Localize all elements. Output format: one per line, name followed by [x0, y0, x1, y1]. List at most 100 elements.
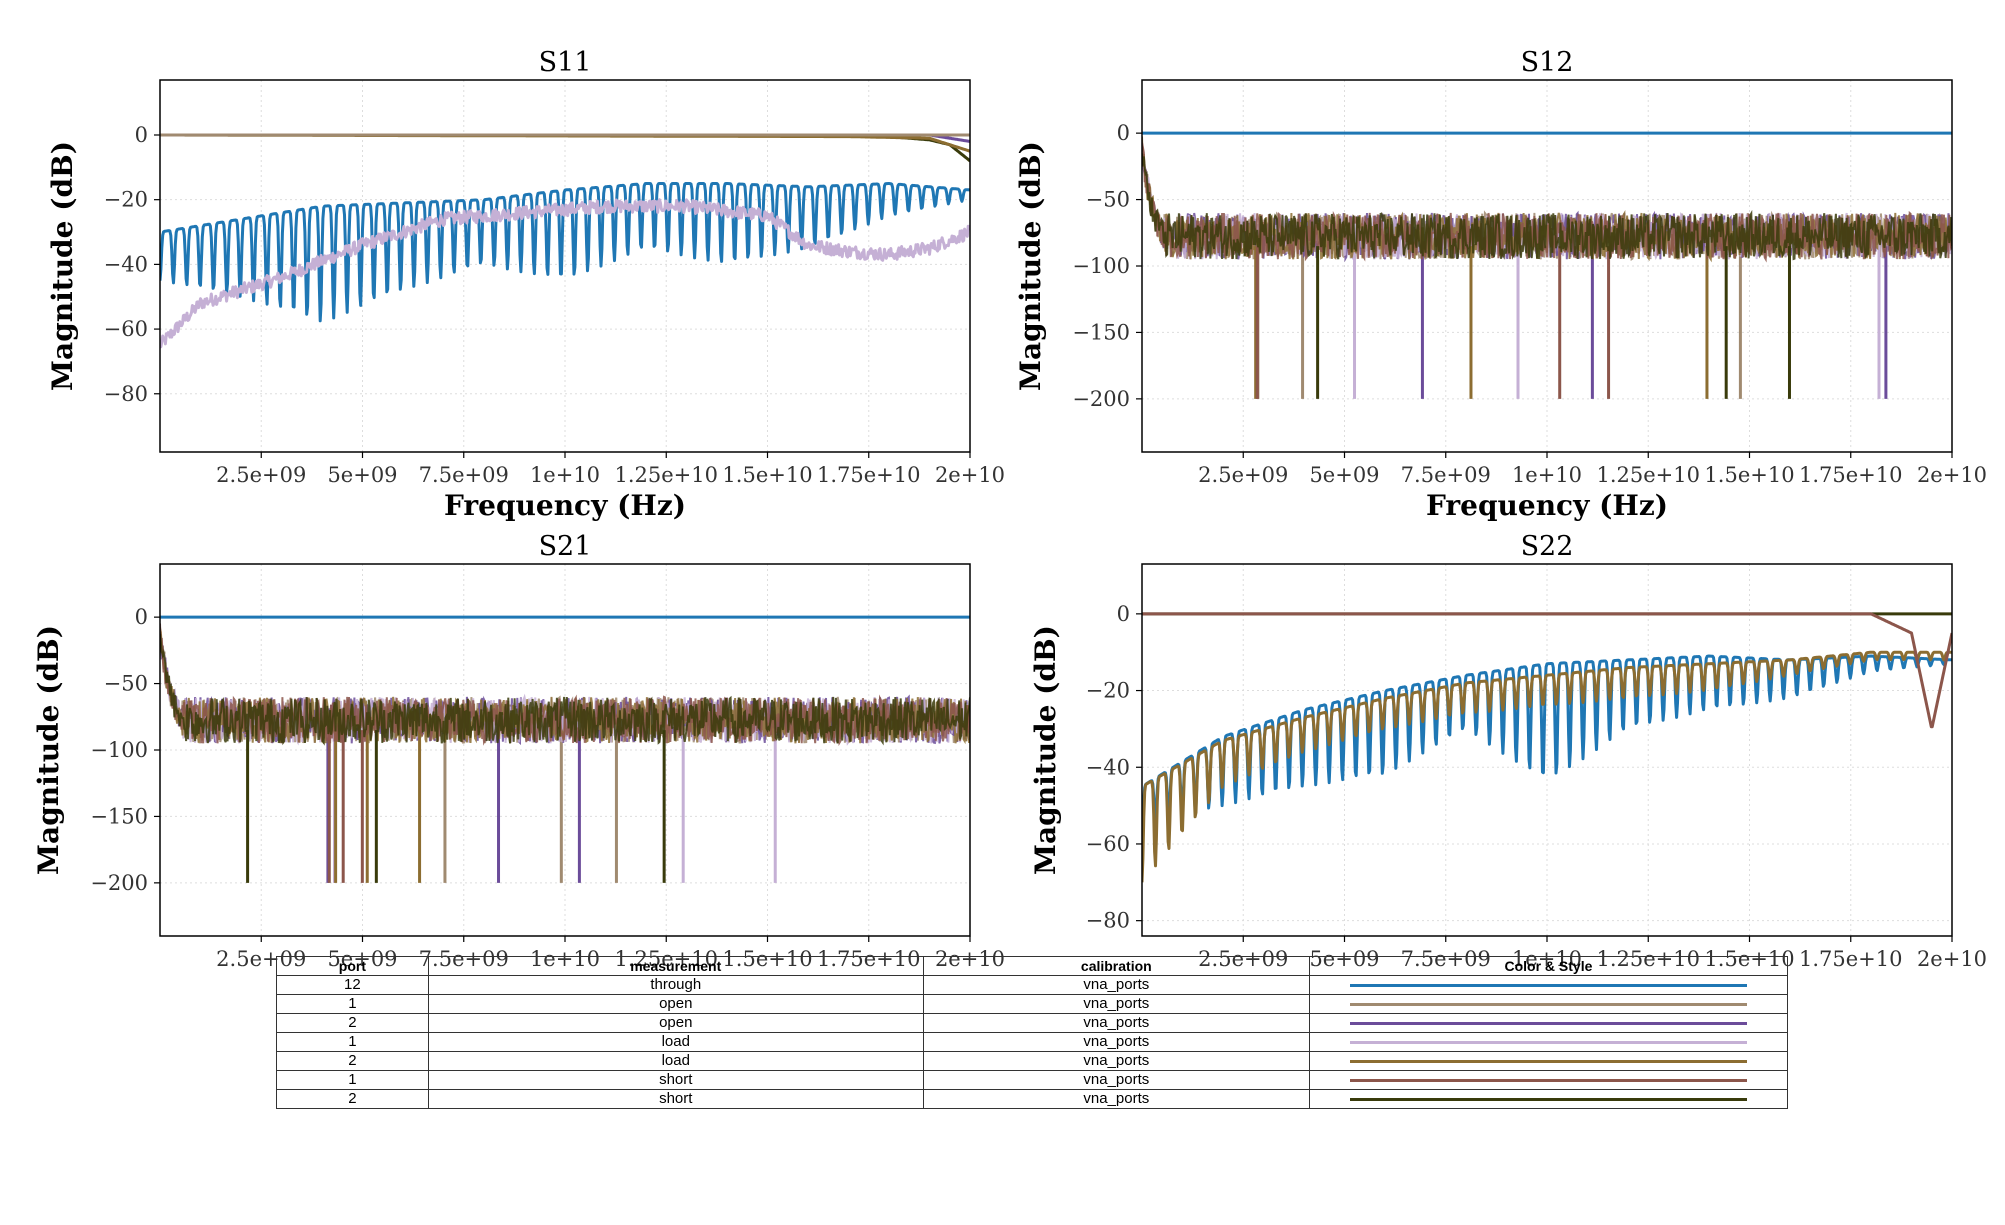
legend-table: port measurement calibration Color & Sty…	[276, 956, 1789, 1109]
calibration-cell: vna_ports	[922, 1032, 1310, 1052]
color-style-cell	[1308, 1089, 1789, 1109]
color-style-cell	[1308, 994, 1789, 1014]
x-tick-label: 1.75e+10	[1799, 947, 1903, 971]
subplot-s11: 2.5e+09 5e+09 7.5e+09 1e+10 1.25e+10 1.5e+10 1…	[46, 47, 1005, 522]
x-tick-label: 1.5e+10	[1704, 463, 1794, 487]
y-tick-label: −50	[104, 672, 148, 696]
calibration-cell: vna_ports	[922, 975, 1310, 995]
measurement-cell: open	[427, 994, 924, 1014]
legend-header-row: port measurement calibration Color & Sty…	[276, 956, 1789, 976]
table-row: 2 open vna_ports	[276, 1013, 1789, 1033]
subplot-title: S11	[539, 47, 592, 78]
table-row: 12 through vna_ports	[276, 975, 1789, 995]
y-tick-label: 0	[1117, 602, 1130, 626]
color-style-cell	[1308, 975, 1789, 995]
y-tick-label: −100	[1072, 254, 1130, 278]
subplot-s21: 2.5e+09 5e+09 7.5e+09 1e+10 1.25e+10 1.5e+10 1…	[32, 531, 1005, 971]
y-tick-label: −60	[104, 317, 148, 341]
data-layer	[160, 133, 970, 349]
x-tick-label: 5e+09	[1309, 463, 1379, 487]
subplot-title: S12	[1521, 47, 1574, 78]
measurement-cell: load	[427, 1051, 924, 1071]
x-tick-label: 1.25e+10	[614, 463, 718, 487]
calibration-cell: vna_ports	[922, 1051, 1310, 1071]
port-cell: 1	[276, 994, 429, 1014]
y-tick-label: 0	[135, 123, 148, 147]
y-tick-label: −50	[1086, 188, 1130, 212]
calibration-cell: vna_ports	[922, 1089, 1310, 1109]
y-tick-label: 0	[1117, 121, 1130, 145]
table-row: 2 short vna_ports	[276, 1089, 1789, 1109]
x-axis-label: Frequency (Hz)	[444, 489, 686, 522]
table-row: 1 short vna_ports	[276, 1070, 1789, 1090]
y-tick-label: −150	[1072, 320, 1130, 344]
x-tick-label: 1.75e+10	[1799, 463, 1903, 487]
y-tick-label: −40	[1086, 755, 1130, 779]
x-tick-label: 1e+10	[530, 463, 600, 487]
x-axis-label: Frequency (Hz)	[1426, 489, 1668, 522]
table-row: 1 open vna_ports	[276, 994, 1789, 1014]
series-line	[1142, 612, 1952, 729]
header-port: port	[276, 956, 429, 976]
subplot-title: S22	[1521, 531, 1574, 562]
y-axis-label: Magnitude (dB)	[46, 141, 79, 391]
series-line	[1142, 153, 1952, 261]
x-tick-label: 2e+10	[1917, 947, 1987, 971]
y-axis-label: Magnitude (dB)	[1014, 141, 1047, 391]
port-cell: 2	[276, 1013, 429, 1033]
subplot-s22: 2.5e+09 5e+09 7.5e+09 1e+10 1.25e+10 1.5e+10 1…	[1029, 531, 1987, 971]
y-tick-label: 0	[135, 605, 148, 629]
x-tick-label: 2.5e+09	[216, 463, 306, 487]
y-tick-label: −200	[1072, 387, 1130, 411]
calibration-cell: vna_ports	[922, 1013, 1310, 1033]
x-tick-label: 7.5e+09	[419, 463, 509, 487]
color-style-cell	[1308, 1032, 1789, 1052]
x-tick-label: 2e+10	[935, 463, 1005, 487]
data-layer	[1142, 612, 1952, 883]
port-cell: 1	[276, 1032, 429, 1052]
measurement-cell: short	[427, 1089, 924, 1109]
y-tick-label: −20	[1086, 679, 1130, 703]
x-tick-label: 2e+10	[1917, 463, 1987, 487]
header-measurement: measurement	[427, 956, 924, 976]
port-cell: 12	[276, 975, 429, 995]
series-line	[1142, 650, 1952, 883]
y-tick-label: −60	[1086, 832, 1130, 856]
subplot-s12: 2.5e+09 5e+09 7.5e+09 1e+10 1.25e+10 1.5e+10 1…	[1014, 47, 1987, 522]
data-layer	[1142, 131, 1952, 399]
measurement-cell: through	[427, 975, 924, 995]
color-style-cell	[1308, 1070, 1789, 1090]
y-tick-label: −80	[104, 382, 148, 406]
port-cell: 2	[276, 1089, 429, 1109]
color-style-cell	[1308, 1013, 1789, 1033]
table-row: 2 load vna_ports	[276, 1051, 1789, 1071]
y-tick-label: −40	[104, 252, 148, 276]
y-tick-label: −20	[104, 188, 148, 212]
y-tick-label: −150	[90, 804, 148, 828]
subplot-title: S21	[539, 531, 592, 562]
color-style-cell	[1308, 1051, 1789, 1071]
calibration-cell: vna_ports	[922, 1070, 1310, 1090]
measurement-cell: load	[427, 1032, 924, 1052]
port-cell: 2	[276, 1051, 429, 1071]
line-swatch	[1349, 1097, 1747, 1101]
measurement-cell: open	[427, 1013, 924, 1033]
series-line	[160, 133, 970, 153]
series-line	[160, 633, 970, 746]
y-tick-label: −200	[90, 871, 148, 895]
y-tick-label: −100	[90, 738, 148, 762]
series-line	[160, 133, 970, 163]
x-tick-label: 2.5e+09	[1198, 463, 1288, 487]
measurement-cell: short	[427, 1070, 924, 1090]
calibration-cell: vna_ports	[922, 994, 1310, 1014]
line-swatch	[1349, 1021, 1747, 1025]
y-axis-label: Magnitude (dB)	[1029, 625, 1062, 875]
line-swatch	[1349, 1059, 1747, 1063]
line-swatch	[1349, 1040, 1747, 1044]
x-tick-label: 5e+09	[327, 463, 397, 487]
header-calibration: calibration	[922, 956, 1310, 976]
line-swatch	[1349, 1078, 1747, 1082]
x-tick-label: 1.75e+10	[817, 463, 921, 487]
header-color-style: Color & Style	[1308, 956, 1789, 976]
